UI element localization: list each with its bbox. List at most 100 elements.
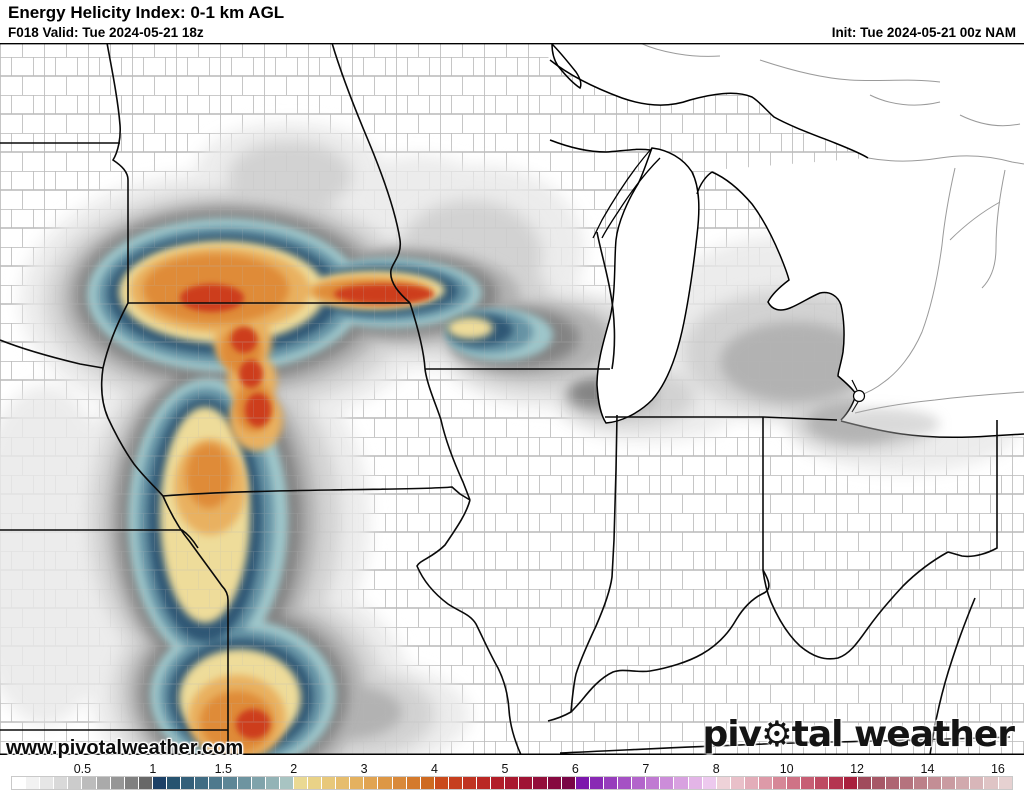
colorbar-cell [419,777,434,789]
logo-text-left: piv [702,714,762,755]
colorbar-cell [617,777,632,789]
colorbar-cell [800,777,815,789]
colorbar-cell [645,777,660,789]
colorbar-cell [913,777,928,789]
colorbar-cell [67,777,82,789]
colorbar-cell [814,777,829,789]
colorbar-cell [659,777,674,789]
colorbar-cell [997,777,1012,789]
colorbar-cell [363,777,378,789]
colorbar-cell [166,777,181,789]
colorbar-cells [11,776,1013,790]
colorbar-cell [715,777,730,789]
erie-gray-shading [820,408,940,440]
colorbar-cell [490,777,505,789]
colorbar-tick-label: 1.5 [214,762,232,776]
colorbar-cell [927,777,942,789]
colorbar-cell [631,777,646,789]
colorbar-tick-label: 16 [990,762,1005,776]
map-canvas [0,42,1024,791]
colorbar-cell [588,777,603,789]
colorbar-cell [687,777,702,789]
state-borders [0,42,1011,758]
colorbar-cell [433,777,448,789]
colorbar-cell [95,777,110,789]
colorbar-cell [180,777,195,789]
colorbar-cell [828,777,843,789]
colorbar-cell [321,777,336,789]
colorbar-cell [786,777,801,789]
model-init-label: Init: Tue 2024-05-21 00z NAM [831,25,1016,40]
colorbar-cell [447,777,462,789]
colorbar-cell [518,777,533,789]
colorbar-cell [391,777,406,789]
ehi-contour-map [0,42,1024,791]
colorbar-tick-label: 5 [501,762,509,776]
site-watermark: www.pivotalweather.com [6,737,244,759]
colorbar-cell [264,777,279,789]
colorbar-tick-label: 1 [149,762,157,776]
green-bay [592,147,661,239]
colorbar-cell [81,777,96,789]
colorbar-cell [898,777,913,789]
gear-icon: ⚙ [761,714,793,755]
colorbar-cell [250,777,265,789]
canada-coastlines [639,42,1024,414]
colorbar-tick-label: 10 [779,762,794,776]
colorbar-cell [574,777,589,789]
colorbar-cell [842,777,857,789]
colorbar-tick-label: 12 [850,762,865,776]
colorbar-cell [772,777,787,789]
page-title: Energy Helicity Index: 0-1 km AGL [8,3,285,22]
lake-michigan [596,147,700,424]
colorbar-cell [560,777,575,789]
colorbar-cell [194,777,209,789]
colorbar-cell [983,777,998,789]
colorbar-tick-label: 6 [571,762,579,776]
logo-text-right: tal weather [791,714,1015,755]
colorbar-cell [870,777,885,789]
colorbar-tick-label: 14 [920,762,935,776]
colorbar-cell [109,777,124,789]
colorbar-cell [12,777,26,789]
colorbar-cell [292,777,307,789]
colorbar-cell [222,777,237,789]
colorbar-tick-label: 7 [642,762,650,776]
colorbar-cell [955,777,970,789]
colorbar-cell [236,777,251,789]
colorbar-cell [306,777,322,789]
colorbar-cell [208,777,223,789]
pivotal-weather-logo: piv⚙tal weather [702,714,1015,755]
colorbar-tick-label: 4 [431,762,439,776]
colorbar-cell [123,777,138,789]
colorbar-cell [941,777,956,789]
colorbar-cell [377,777,392,789]
colorbar-cell [969,777,984,789]
colorbar-cell [602,777,618,789]
colorbar-cell [701,777,716,789]
colorbar-cell [856,777,871,789]
canada-region [540,43,1024,438]
colorbar-cell [743,777,758,789]
colorbar-cell [335,777,350,789]
colorbar-cell [137,777,152,789]
colorbar-cell [151,777,167,789]
colorbar-cell [53,777,68,789]
colorbar-cell [546,777,561,789]
colorbar-cell [405,777,420,789]
colorbar-tick-label: 0.5 [73,762,92,776]
colorbar-cell [729,777,744,789]
colorbar: 0.5 1 1.5 2 3 4 5 6 7 8 10 12 14 16 [0,762,1024,791]
lake-st-clair [852,389,866,403]
colorbar-cell [39,777,54,789]
forecast-valid-label: F018 Valid: Tue 2024-05-21 18z [8,25,204,40]
colorbar-cell [884,777,899,789]
colorbar-cell [532,777,547,789]
colorbar-cell [476,777,491,789]
colorbar-cell [349,777,364,789]
colorbar-cell [673,777,688,789]
colorbar-cell [278,777,293,789]
colorbar-tick-label: 8 [712,762,720,776]
colorbar-tick-label: 2 [290,762,298,776]
